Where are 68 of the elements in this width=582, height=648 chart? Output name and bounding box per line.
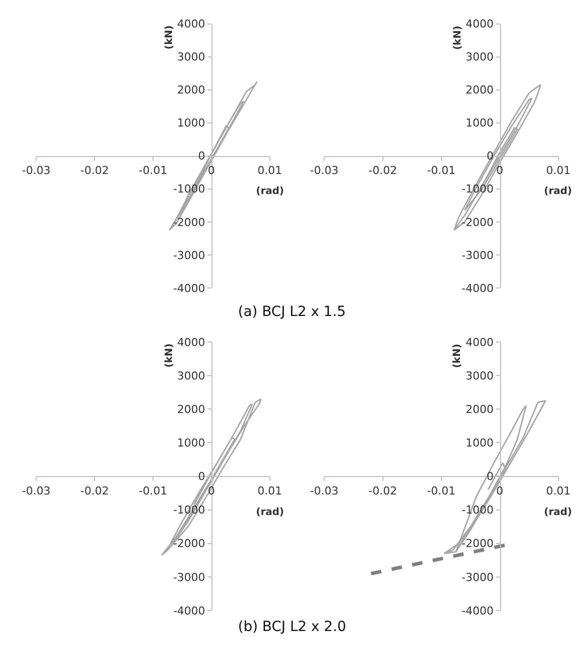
- x-axis-title: (rad): [544, 507, 572, 518]
- x-tick-label: 0: [208, 164, 215, 178]
- y-axis-title: (kN): [452, 26, 464, 50]
- text: (a) BCJ L2 x 1.5: [238, 304, 346, 320]
- y-tick-label: -4000: [173, 604, 206, 618]
- y-axis-title: (kN): [164, 343, 175, 368]
- x-tick-label: -0.03: [310, 484, 338, 498]
- x-axis-title: (rad): [544, 186, 572, 197]
- x-axis-title: (rad): [256, 186, 284, 197]
- y-tick-label: -1000: [462, 504, 494, 517]
- x-tick-label: 0.01: [258, 484, 282, 498]
- y-tick-label: -3000: [462, 248, 494, 262]
- y-tick-label: 0: [198, 150, 206, 163]
- line-series: [168, 80, 258, 231]
- x-tick-label: -0.01: [427, 484, 456, 498]
- x-tick-label: -0.02: [368, 484, 397, 498]
- x-tick-label: -0.02: [368, 164, 397, 178]
- y-tick-label: 4000: [466, 336, 494, 349]
- x-tick-label: 0: [496, 164, 504, 178]
- y-tick-label: -2000: [173, 537, 206, 550]
- y-tick-label: -3000: [462, 570, 494, 584]
- x-tick-label: -0.03: [22, 164, 50, 178]
- x-tick-label: -0.03: [310, 164, 338, 178]
- y-tick-label: 4000: [177, 336, 206, 349]
- y-tick-label: -3000: [173, 570, 206, 584]
- x-tick-label: -0.01: [138, 484, 168, 498]
- y-tick-label: 1000: [177, 436, 206, 450]
- x-tick-label: 0.01: [546, 164, 571, 178]
- y-tick-label: 0: [198, 470, 206, 484]
- y-tick-label: -2000: [462, 216, 494, 229]
- y-tick-label: 1000: [177, 116, 206, 130]
- y-tick-label: 0: [486, 150, 494, 163]
- y-tick-label: -4000: [173, 282, 206, 295]
- x-tick-label: 0: [208, 484, 215, 498]
- text: (b) BCJ L2 x 2.0: [238, 619, 346, 635]
- y-tick-label: 2000: [466, 84, 494, 97]
- y-tick-label: 1000: [466, 436, 494, 450]
- line-series: [453, 84, 542, 231]
- y-tick-label: -4000: [462, 282, 494, 295]
- y-tick-label: 4000: [466, 18, 494, 31]
- y-axis-title: (kN): [164, 25, 175, 50]
- y-tick-label: -3000: [173, 248, 206, 262]
- y-tick-label: 3000: [177, 50, 206, 64]
- y-tick-label: -1000: [173, 504, 206, 517]
- x-tick-label: 0.01: [258, 164, 282, 178]
- y-tick-label: 3000: [466, 369, 494, 382]
- y-tick-label: -2000: [462, 537, 494, 550]
- y-tick-label: 3000: [466, 50, 494, 64]
- x-axis-title: (rad): [256, 507, 284, 518]
- y-tick-label: -2000: [173, 216, 206, 229]
- y-tick-label: 0: [486, 470, 494, 484]
- y-tick-label: 2000: [177, 84, 206, 97]
- x-tick-label: -0.03: [22, 484, 50, 498]
- x-tick-label: -0.01: [427, 164, 456, 178]
- y-tick-label: 3000: [177, 369, 206, 382]
- x-tick-label: -0.01: [138, 164, 168, 178]
- y-tick-label: 1000: [466, 116, 494, 130]
- x-tick-label: -0.02: [80, 484, 109, 498]
- x-tick-label: 0: [496, 484, 504, 498]
- y-tick-label: -4000: [462, 604, 494, 618]
- y-axis-title: (kN): [452, 344, 464, 368]
- y-tick-label: -1000: [462, 182, 494, 196]
- x-tick-label: 0.01: [546, 484, 571, 498]
- x-tick-label: -0.02: [80, 164, 109, 178]
- y-tick-label: -1000: [173, 182, 206, 196]
- y-tick-label: 2000: [177, 402, 206, 416]
- y-tick-label: 2000: [466, 402, 494, 416]
- y-tick-label: 4000: [177, 18, 206, 31]
